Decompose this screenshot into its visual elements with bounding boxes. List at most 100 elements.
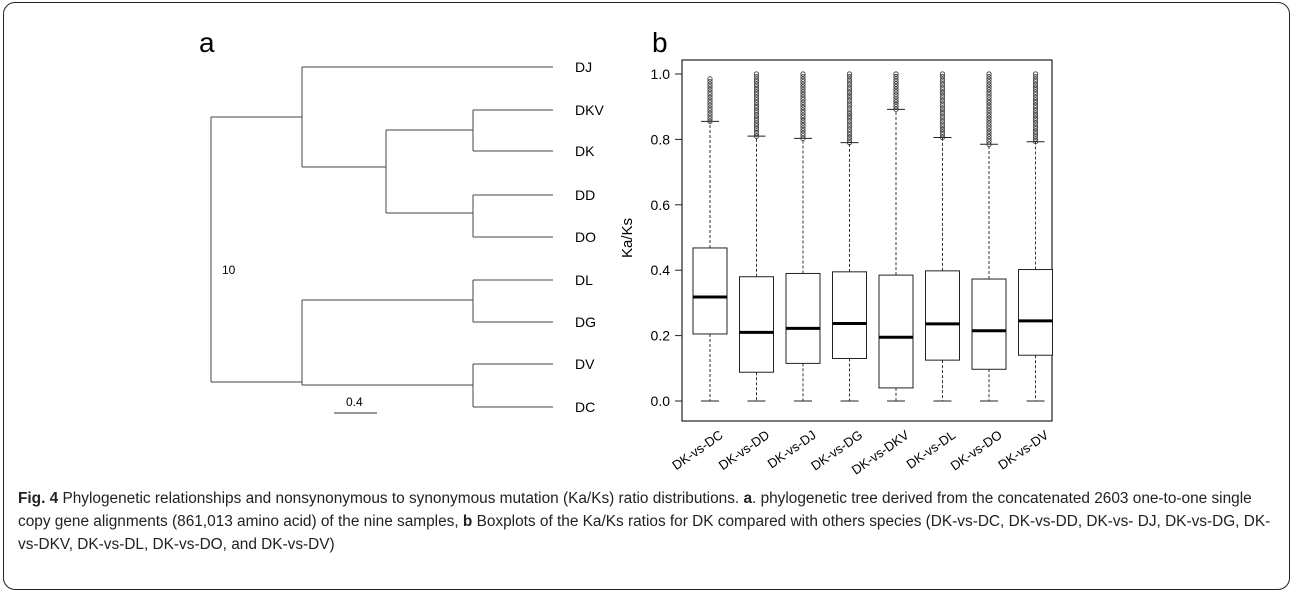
outlier-point <box>800 125 806 131</box>
y-tick-label: 0.2 <box>651 328 671 344</box>
outlier-point <box>986 100 992 106</box>
outlier-point <box>1032 92 1039 98</box>
boxplots <box>692 71 1053 402</box>
taxon-label: DC <box>575 399 595 415</box>
figure-caption: Fig. 4 Phylogenetic relationships and no… <box>18 487 1280 556</box>
outlier-point <box>846 79 853 85</box>
outlier-point <box>1032 74 1039 80</box>
outlier-point <box>1032 97 1039 103</box>
iqr-box <box>832 271 867 359</box>
outlier-point <box>1032 133 1039 140</box>
outlier-point <box>753 112 760 119</box>
iqr-box <box>785 272 821 364</box>
outlier-point <box>1032 89 1039 95</box>
outlier-point <box>753 107 760 113</box>
outlier-point <box>800 89 806 95</box>
outlier-point <box>893 84 899 90</box>
outlier-point <box>707 108 713 114</box>
outlier-point <box>939 100 946 106</box>
outlier-point <box>893 101 899 107</box>
outlier-point <box>753 133 760 139</box>
taxon-label: DD <box>575 187 595 203</box>
outlier-point <box>846 76 853 82</box>
outlier-point <box>939 97 946 104</box>
outlier-point <box>1032 120 1039 127</box>
taxon-label: DJ <box>575 59 592 75</box>
boxplot-DK-vs-DJ <box>785 71 821 402</box>
outlier-point <box>893 71 899 77</box>
outlier-point <box>1032 76 1039 82</box>
outlier-point <box>939 116 946 122</box>
outlier-point <box>753 73 760 80</box>
outlier-point <box>753 81 760 87</box>
outlier-point <box>707 81 713 87</box>
outlier-point <box>939 126 946 133</box>
caption-part-b-label: b <box>462 513 473 530</box>
outlier-point <box>986 87 992 93</box>
scale-bar-label: 0.4 <box>346 395 363 409</box>
y-tick-label: 0.0 <box>651 393 671 409</box>
outlier-point <box>753 117 760 124</box>
outlier-point <box>986 79 992 85</box>
outlier-point <box>707 76 713 82</box>
y-tick-label: 0.8 <box>651 131 671 147</box>
outlier-point <box>986 71 992 77</box>
outlier-point <box>707 105 713 111</box>
outlier-point <box>800 73 806 80</box>
outlier-point <box>939 84 946 90</box>
outlier-point <box>846 118 853 125</box>
panel-b-label: b <box>652 27 668 58</box>
outlier-point <box>707 78 713 85</box>
outlier-point <box>707 94 713 101</box>
outlier-point <box>707 110 713 117</box>
outlier-point <box>753 79 760 85</box>
iqr-box <box>925 270 960 361</box>
outlier-point <box>939 79 946 85</box>
outlier-point <box>1032 118 1039 124</box>
outlier-points <box>986 71 992 147</box>
outlier-point <box>800 115 806 121</box>
outlier-point <box>800 94 806 100</box>
outlier-point <box>707 92 713 98</box>
outlier-point <box>939 118 946 125</box>
outlier-point <box>1032 71 1039 77</box>
outlier-point <box>939 121 946 127</box>
outlier-point <box>753 128 760 134</box>
outlier-point <box>939 103 946 109</box>
outlier-point <box>846 84 853 90</box>
outlier-point <box>707 89 713 95</box>
outlier-point <box>753 102 760 108</box>
outlier-point <box>753 92 760 98</box>
outlier-point <box>939 71 946 77</box>
outlier-point <box>1032 87 1039 93</box>
outlier-point <box>986 115 992 121</box>
outlier-point <box>893 94 899 100</box>
outlier-point <box>800 122 806 129</box>
outlier-point <box>986 126 992 132</box>
outlier-point <box>986 81 992 88</box>
boxplot-DK-vs-DD <box>739 71 774 402</box>
y-tick-label: 1.0 <box>651 66 671 82</box>
outlier-point <box>939 134 946 141</box>
outlier-points <box>893 71 899 112</box>
outlier-point <box>846 126 853 133</box>
outlier-point <box>707 118 713 125</box>
boxplot-DK-vs-DO <box>971 71 1007 402</box>
outlier-point <box>707 102 713 109</box>
outlier-point <box>986 97 992 103</box>
outlier-point <box>753 89 760 95</box>
outlier-point <box>986 105 992 111</box>
outlier-point <box>986 139 992 145</box>
outlier-point <box>800 112 806 118</box>
outlier-point <box>753 71 760 77</box>
outlier-point <box>986 131 992 137</box>
outlier-point <box>800 130 806 136</box>
outlier-point <box>939 132 946 138</box>
caption-part-b-text: Boxplots of the Ka/Ks ratios for DK comp… <box>18 513 1271 553</box>
outlier-point <box>1032 102 1039 108</box>
outlier-point <box>846 105 853 111</box>
outlier-point <box>939 89 946 96</box>
outlier-point <box>939 87 946 93</box>
outlier-point <box>846 111 853 117</box>
outlier-point <box>986 89 992 95</box>
